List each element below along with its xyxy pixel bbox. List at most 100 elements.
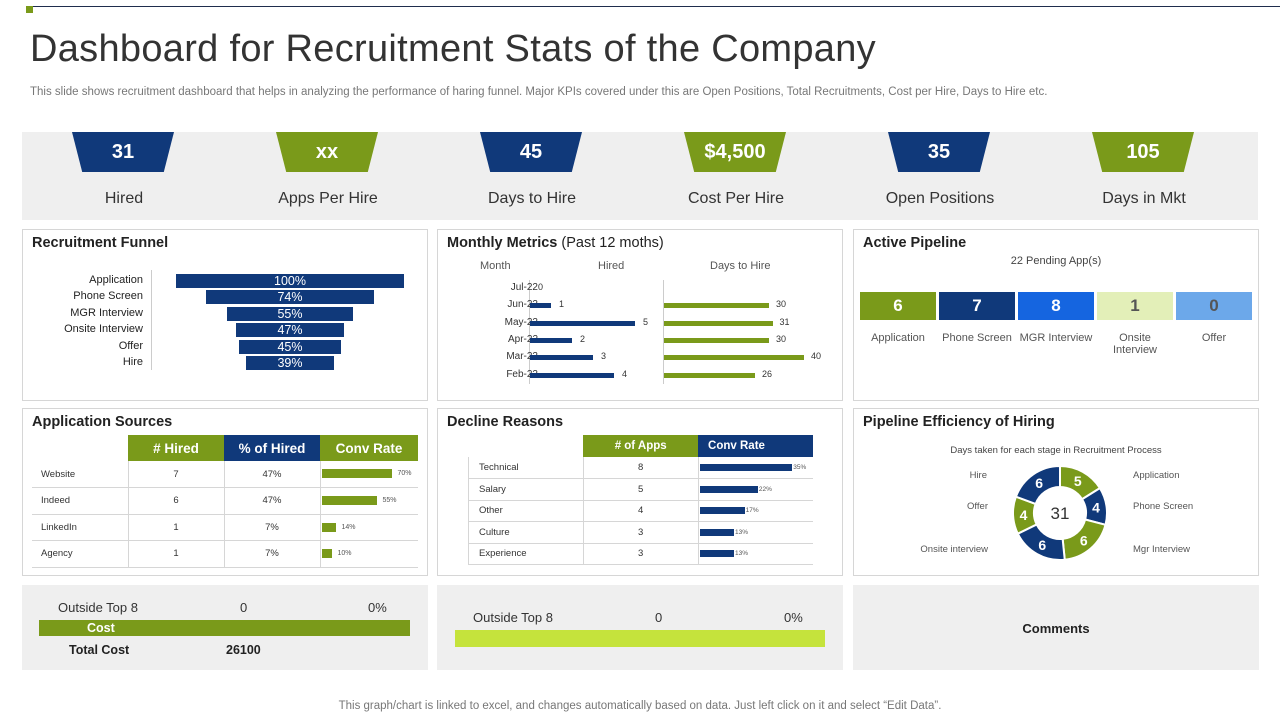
panel-title: Recruitment Funnel [32, 235, 169, 251]
label-onsite-interview: Onsite interview [920, 544, 988, 555]
label-hire: Hire [970, 470, 987, 481]
pipeline-efficiency-panel: Pipeline Efficiency of Hiring Days taken… [853, 408, 1259, 576]
donut-segment-value: 5 [1074, 473, 1082, 489]
col-days-header: Days to Hire [710, 260, 771, 272]
decline-apps: 4 [583, 500, 699, 522]
decline-apps: 5 [583, 478, 699, 501]
decline-conv-rate: 13% [698, 521, 813, 544]
month-label: Feb-22 [506, 368, 538, 380]
footer-note: This graph/chart is linked to excel, and… [338, 700, 942, 712]
conv-rate-bar [321, 496, 377, 506]
days-axis [663, 280, 664, 384]
kpi-bar: 31 Hired xx Apps Per Hire 45 Days to Hir… [22, 132, 1258, 220]
sources-table: # Hired % of Hired Conv Rate Website 7 47%… [32, 435, 418, 568]
decline-conv-rate: 22% [698, 478, 813, 501]
conv-rate-value: 10% [337, 550, 352, 558]
funnel-stage-label: Phone Screen [73, 290, 143, 303]
kpi-label: Apps Per Hire [278, 190, 378, 207]
decline-conv-rate: 13% [698, 543, 813, 565]
label-phone-screen: Phone Screen [1133, 501, 1193, 512]
recruitment-funnel-panel: Recruitment Funnel Application 100% Phone … [22, 229, 428, 401]
funnel-stage-label: MGR Interview [70, 306, 143, 319]
top-rule [26, 6, 1280, 7]
decline-apps: 3 [583, 521, 699, 544]
pipeline-stage-count: 8 [1018, 292, 1094, 320]
kpi-cost-per-hire: $4,500 Cost Per Hire [634, 132, 838, 220]
donut-segment-value: 6 [1080, 533, 1088, 549]
hired-bar [530, 303, 551, 309]
kpi-value: xx [276, 132, 378, 172]
pipeline-stage-label: Phone Screen [942, 332, 1012, 344]
total-cost-value: 26100 [226, 643, 261, 657]
funnel-stage-label: Hire [122, 356, 143, 368]
decline-conv-rate: 17% [698, 500, 813, 522]
header-conv-rate: Conv Rate [320, 435, 418, 461]
kpi-value: 45 [480, 132, 582, 172]
source-hired: 6 [128, 487, 225, 515]
pipeline-stage-label: MGR Interview [1019, 332, 1093, 344]
donut-segment-value: 4 [1092, 499, 1100, 515]
monthly-metrics-panel: Monthly Metrics (Past 12 moths) Month Hi… [437, 229, 843, 401]
hired-axis [529, 280, 530, 384]
pending-apps: 22 Pending App(s) [1010, 255, 1102, 267]
source-name: Website [32, 461, 129, 488]
table-row: Experience 3 13% [468, 543, 813, 565]
col-month-header: Month [480, 260, 511, 272]
conv-rate-bar [321, 469, 392, 479]
source-pct-hired: 47% [224, 487, 321, 515]
kpi-label: Days to Hire [487, 190, 577, 207]
conv-rate-bar [321, 549, 332, 559]
outside-top-value: 0 [240, 600, 248, 615]
source-name: Indeed [32, 487, 129, 515]
source-conv-rate: 10% [320, 540, 418, 568]
conv-rate-value: 13% [734, 528, 748, 536]
funnel-bar: 47% [236, 323, 344, 338]
pipeline-stage-label: Offer [1201, 332, 1227, 344]
comments-panel[interactable]: Comments [853, 585, 1259, 670]
header-pct-hired: % of Hired [224, 435, 320, 461]
month-label: Jul-22 [510, 282, 538, 293]
source-pct-hired: 47% [224, 461, 321, 488]
decline-reason: Other [468, 500, 584, 522]
donut-segment-value: 6 [1038, 537, 1046, 553]
kpi-hired: 31 Hired [22, 132, 226, 220]
decline-conv-rate: 35% [698, 457, 813, 479]
hired-value: 3 [601, 351, 607, 362]
outside-top-panel: Outside Top 8 0 0% [437, 585, 843, 670]
month-label: May-22 [504, 316, 538, 328]
funnel-bar: 39% [245, 356, 335, 370]
days-value: 30 [776, 299, 787, 310]
conv-rate-value: 55% [382, 497, 397, 505]
decline-table: # of Apps Conv Rate Technical 8 35% Salary 5… [468, 435, 813, 565]
cost-label: Cost [87, 621, 115, 635]
decline-reason: Salary [468, 478, 584, 501]
page-title: Dashboard for Recruitment Stats of the C… [30, 28, 876, 70]
conv-rate-value: 70% [397, 470, 412, 478]
funnel-bar: 74% [205, 290, 375, 305]
kpi-value: 105 [1092, 132, 1194, 172]
panel-title: Pipeline Efficiency of Hiring [863, 414, 1055, 430]
panel-title: Decline Reasons [447, 414, 564, 430]
kpi-label: Cost Per Hire [687, 190, 785, 207]
donut-segment-value: 4 [1020, 507, 1028, 523]
donut-segment [1014, 464, 1061, 506]
pipeline-stage-count: 6 [860, 292, 936, 320]
conv-rate-bar [321, 522, 336, 532]
table-row: Technical 8 35% [468, 457, 813, 479]
pipeline-stage-count: 1 [1097, 292, 1173, 320]
hired-value: 5 [643, 316, 649, 327]
conv-rate-bar [699, 528, 734, 536]
application-sources-panel: Application Sources # Hired % of Hired C… [22, 408, 428, 576]
efficiency-donut: Hire Application Offer Phone Screen Onsi… [920, 464, 1193, 561]
header-hired: # Hired [128, 435, 224, 461]
hired-value: 0 [538, 282, 544, 292]
label-offer: Offer [967, 501, 988, 512]
days-value: 30 [776, 333, 787, 344]
days-value: 40 [811, 351, 822, 362]
month-label: Jun-22 [507, 299, 538, 311]
conv-rate-bar [699, 485, 758, 493]
donut-total: 31 [1051, 504, 1070, 523]
table-row: LinkedIn 1 7% 14% [32, 514, 418, 541]
accent-square [26, 6, 33, 13]
pipeline-stage-count: 0 [1176, 292, 1252, 320]
